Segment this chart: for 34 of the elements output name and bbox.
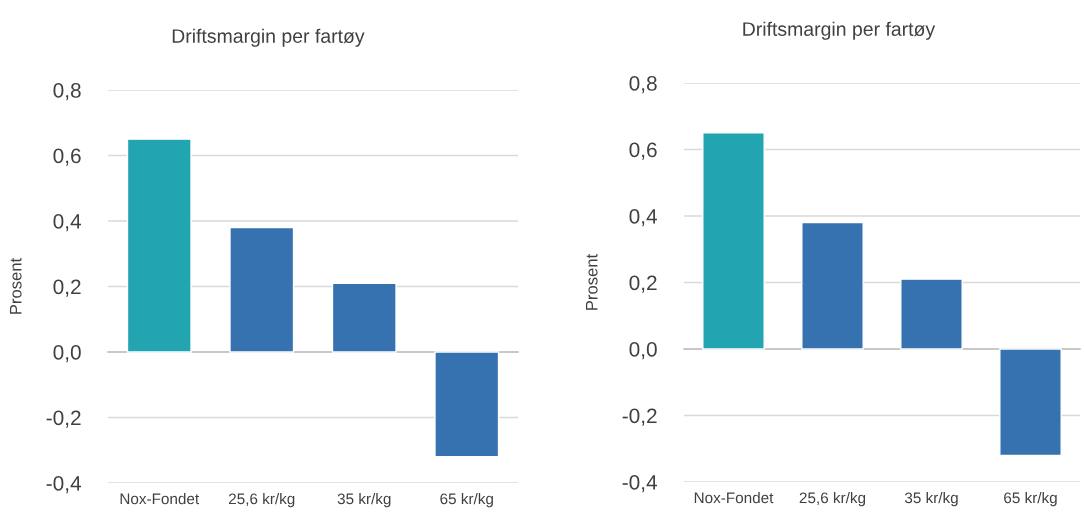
chart-title: Driftsmargin per fartøy (172, 28, 365, 47)
y-tick-label: 0,2 (629, 275, 657, 293)
x-tick-label: 25,6 kr/kg (228, 493, 295, 508)
bar (801, 221, 864, 350)
bar (900, 278, 963, 350)
x-tick-label: 35 kr/kg (904, 492, 958, 507)
y-tick-label: 0,8 (629, 76, 657, 94)
y-tick-label: 0,4 (629, 209, 657, 227)
y-tick-label: 0,0 (629, 342, 657, 360)
bar (331, 282, 397, 353)
y-tick-label: -0,2 (622, 408, 657, 426)
y-tick-label: 0,8 (53, 83, 81, 101)
y-tick-label: 0,6 (629, 142, 657, 160)
y-axis-title: Prosent (9, 257, 22, 314)
x-tick-label: 35 kr/kg (337, 493, 391, 508)
y-tick-label: -0,2 (46, 410, 81, 428)
x-tick-label: 65 kr/kg (1004, 492, 1057, 507)
x-tick-label: 25,6 kr/kg (799, 492, 866, 507)
y-tick-label: 0,2 (53, 279, 81, 297)
x-tick-label: Nox-Fondet (120, 493, 200, 505)
y-tick-label: 0,6 (53, 148, 81, 166)
y-tick-label: 0,0 (53, 345, 81, 363)
bar (999, 348, 1062, 457)
bar (702, 132, 765, 350)
y-tick-label: -0,4 (46, 476, 81, 494)
chart-title: Driftsmargin per fartøy (743, 21, 936, 40)
bar (126, 138, 192, 353)
bar (229, 226, 295, 353)
y-tick-label: -0,4 (622, 475, 657, 493)
x-tick-label: 65 kr/kg (440, 493, 493, 508)
y-tick-label: 0,4 (53, 214, 81, 232)
x-tick-label: Nox-Fondet (694, 492, 774, 504)
bar (434, 351, 500, 458)
y-axis-title: Prosent (585, 253, 598, 310)
